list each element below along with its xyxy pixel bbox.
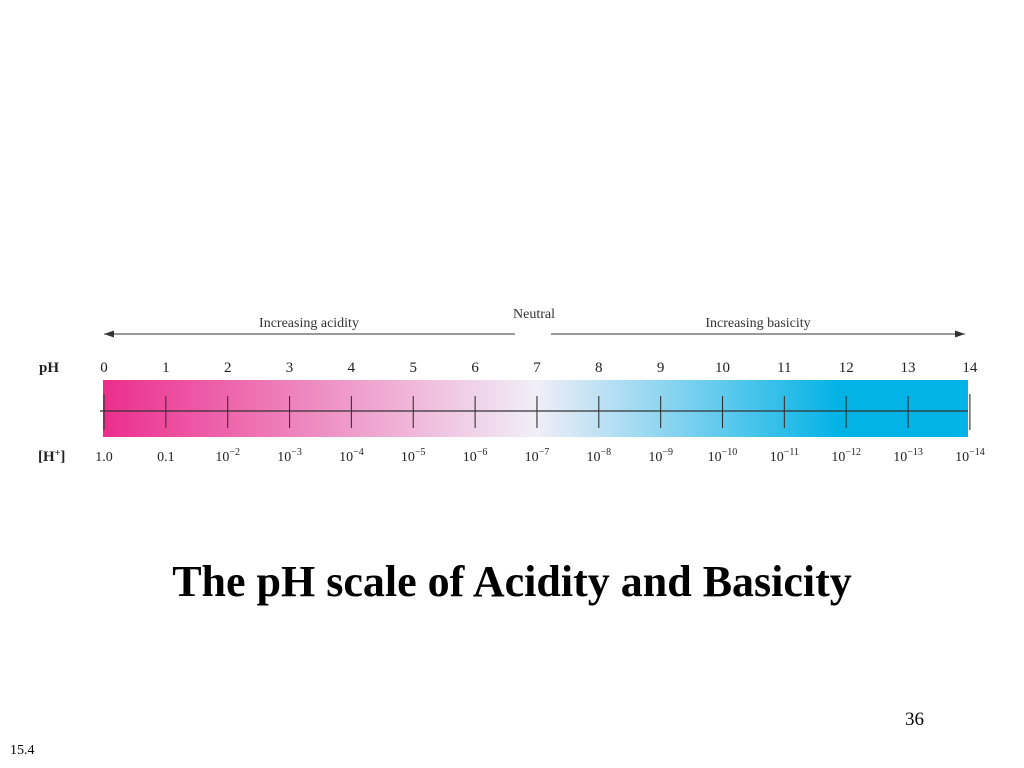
h-concentration-label: 10−7 (525, 447, 550, 465)
h-superscript: + (55, 448, 61, 459)
ph-value-label: 7 (533, 360, 541, 376)
increasing-acidity-label: Increasing acidity (259, 316, 359, 331)
ph-value-label: 6 (471, 360, 479, 376)
slide-title: The pH scale of Acidity and Basicity (172, 557, 852, 606)
ph-value-label: 12 (839, 360, 854, 376)
section-number: 15.4 (10, 743, 35, 758)
page-number: 36 (905, 709, 924, 730)
h-concentration-label: 10−9 (648, 447, 673, 465)
ph-value-label: 14 (962, 360, 978, 376)
h-concentration-label: 0.1 (157, 450, 175, 465)
h-concentration-row-label: [H+] (38, 448, 65, 466)
ph-value-labels: 0 1 2 3 4 5 6 7 8 9 10 11 12 13 14 (100, 360, 978, 376)
h-concentration-label: 10−2 (215, 447, 240, 465)
ph-row-label: pH (39, 360, 59, 376)
ph-value-label: 0 (100, 360, 108, 376)
basicity-arrow (551, 330, 965, 338)
ph-value-label: 5 (410, 360, 418, 376)
ph-value-label: 2 (224, 360, 232, 376)
h-concentration-label: 10−14 (955, 447, 985, 465)
ph-value-label: 3 (286, 360, 294, 376)
ph-value-label: 8 (595, 360, 603, 376)
h-concentration-label: 10−12 (831, 447, 861, 465)
ph-value-label: 1 (162, 360, 170, 376)
scale-ticks (103, 394, 971, 430)
h-concentration-label: 10−13 (893, 447, 923, 465)
h-concentration-label: 1.0 (95, 450, 113, 465)
h-concentration-label: 10−3 (277, 447, 302, 465)
acidity-arrow (104, 330, 515, 338)
h-concentration-label: 10−11 (770, 447, 799, 465)
h-concentration-label: 10−4 (339, 447, 364, 465)
ph-value-label: 9 (657, 360, 665, 376)
ph-gradient-bar (103, 380, 968, 437)
ph-value-label: 10 (715, 360, 730, 376)
neutral-label: Neutral (513, 307, 555, 322)
increasing-basicity-label: Increasing basicity (705, 316, 810, 331)
h-concentration-label: 10−10 (708, 447, 738, 465)
ph-value-label: 4 (348, 360, 356, 376)
h-concentration-label: 10−8 (586, 447, 611, 465)
h-concentration-label: 10−6 (463, 447, 488, 465)
h-concentration-labels: 1.0 0.1 10−2 10−3 10−4 10−5 10−6 10−7 10−8 10−9 10… (95, 447, 984, 465)
ph-value-label: 11 (777, 360, 791, 376)
h-concentration-label: 10−5 (401, 447, 426, 465)
ph-value-label: 13 (901, 360, 916, 376)
